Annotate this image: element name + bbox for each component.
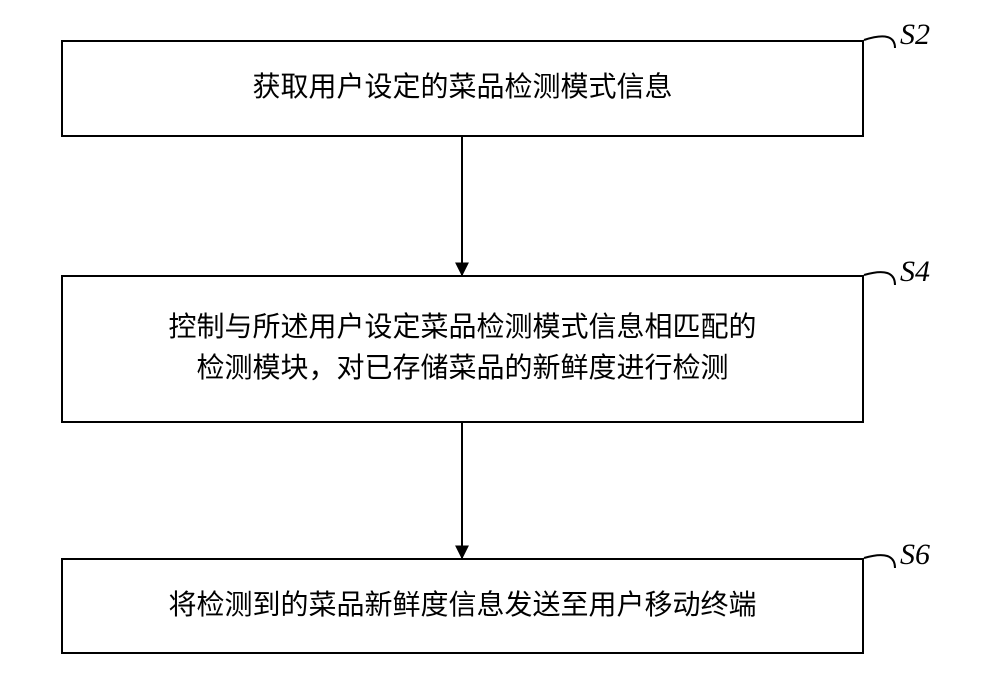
flow-node-s4: 控制与所述用户设定菜品检测模式信息相匹配的 检测模块，对已存储菜品的新鲜度进行检…	[61, 275, 864, 423]
flow-node-s4-text: 控制与所述用户设定菜品检测模式信息相匹配的 检测模块，对已存储菜品的新鲜度进行检…	[168, 308, 756, 389]
flow-node-s6: 将检测到的菜品新鲜度信息发送至用户移动终端	[61, 558, 864, 654]
flow-node-s2-text: 获取用户设定的菜品检测模式信息	[252, 68, 672, 109]
flow-node-s6-text: 将检测到的菜品新鲜度信息发送至用户移动终端	[168, 586, 756, 627]
step-label-s6: S6	[900, 538, 930, 572]
step-label-s4: S4	[900, 255, 930, 289]
step-label-s2: S2	[900, 18, 930, 52]
flowchart-canvas: 获取用户设定的菜品检测模式信息 控制与所述用户设定菜品检测模式信息相匹配的 检测…	[0, 0, 1000, 694]
flow-node-s2: 获取用户设定的菜品检测模式信息	[61, 40, 864, 137]
